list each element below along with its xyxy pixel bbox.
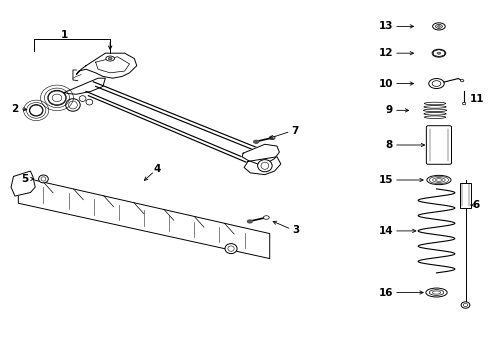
Ellipse shape — [108, 58, 112, 60]
Polygon shape — [11, 171, 35, 196]
Ellipse shape — [424, 116, 445, 118]
Text: 9: 9 — [385, 105, 392, 115]
Text: 10: 10 — [378, 78, 392, 89]
Text: 1: 1 — [61, 30, 68, 40]
Ellipse shape — [436, 52, 440, 54]
Text: 13: 13 — [378, 21, 392, 31]
Ellipse shape — [423, 105, 445, 108]
Ellipse shape — [426, 175, 450, 185]
Ellipse shape — [224, 244, 237, 253]
Polygon shape — [76, 53, 137, 78]
Polygon shape — [18, 176, 269, 258]
Ellipse shape — [29, 105, 43, 116]
Text: 11: 11 — [469, 94, 484, 104]
Ellipse shape — [423, 112, 445, 115]
Ellipse shape — [247, 220, 252, 223]
FancyBboxPatch shape — [459, 183, 470, 207]
Text: 14: 14 — [378, 226, 392, 236]
Ellipse shape — [437, 26, 440, 27]
Polygon shape — [64, 78, 105, 94]
Ellipse shape — [462, 102, 465, 105]
Text: 6: 6 — [472, 200, 479, 210]
Ellipse shape — [263, 216, 269, 219]
Text: 3: 3 — [292, 225, 299, 235]
Ellipse shape — [257, 159, 272, 172]
Ellipse shape — [428, 78, 443, 89]
Ellipse shape — [424, 102, 445, 105]
Ellipse shape — [269, 136, 274, 140]
Ellipse shape — [460, 302, 469, 308]
Text: 8: 8 — [385, 140, 392, 150]
Text: 7: 7 — [291, 126, 298, 136]
Polygon shape — [242, 144, 279, 164]
Ellipse shape — [39, 175, 48, 183]
Ellipse shape — [48, 90, 66, 105]
FancyBboxPatch shape — [426, 126, 450, 164]
Text: 16: 16 — [378, 288, 392, 297]
Ellipse shape — [423, 109, 446, 112]
Text: 15: 15 — [378, 175, 392, 185]
Ellipse shape — [460, 80, 463, 82]
Ellipse shape — [105, 56, 114, 61]
Ellipse shape — [65, 99, 80, 111]
Polygon shape — [244, 157, 280, 175]
Ellipse shape — [432, 23, 444, 30]
Text: 12: 12 — [378, 48, 392, 58]
Ellipse shape — [253, 140, 258, 143]
Text: 2: 2 — [12, 104, 19, 113]
Text: 5: 5 — [20, 174, 28, 184]
Ellipse shape — [425, 288, 446, 297]
Text: 4: 4 — [153, 164, 161, 174]
Ellipse shape — [79, 96, 86, 102]
Ellipse shape — [431, 49, 445, 57]
Ellipse shape — [86, 99, 93, 105]
